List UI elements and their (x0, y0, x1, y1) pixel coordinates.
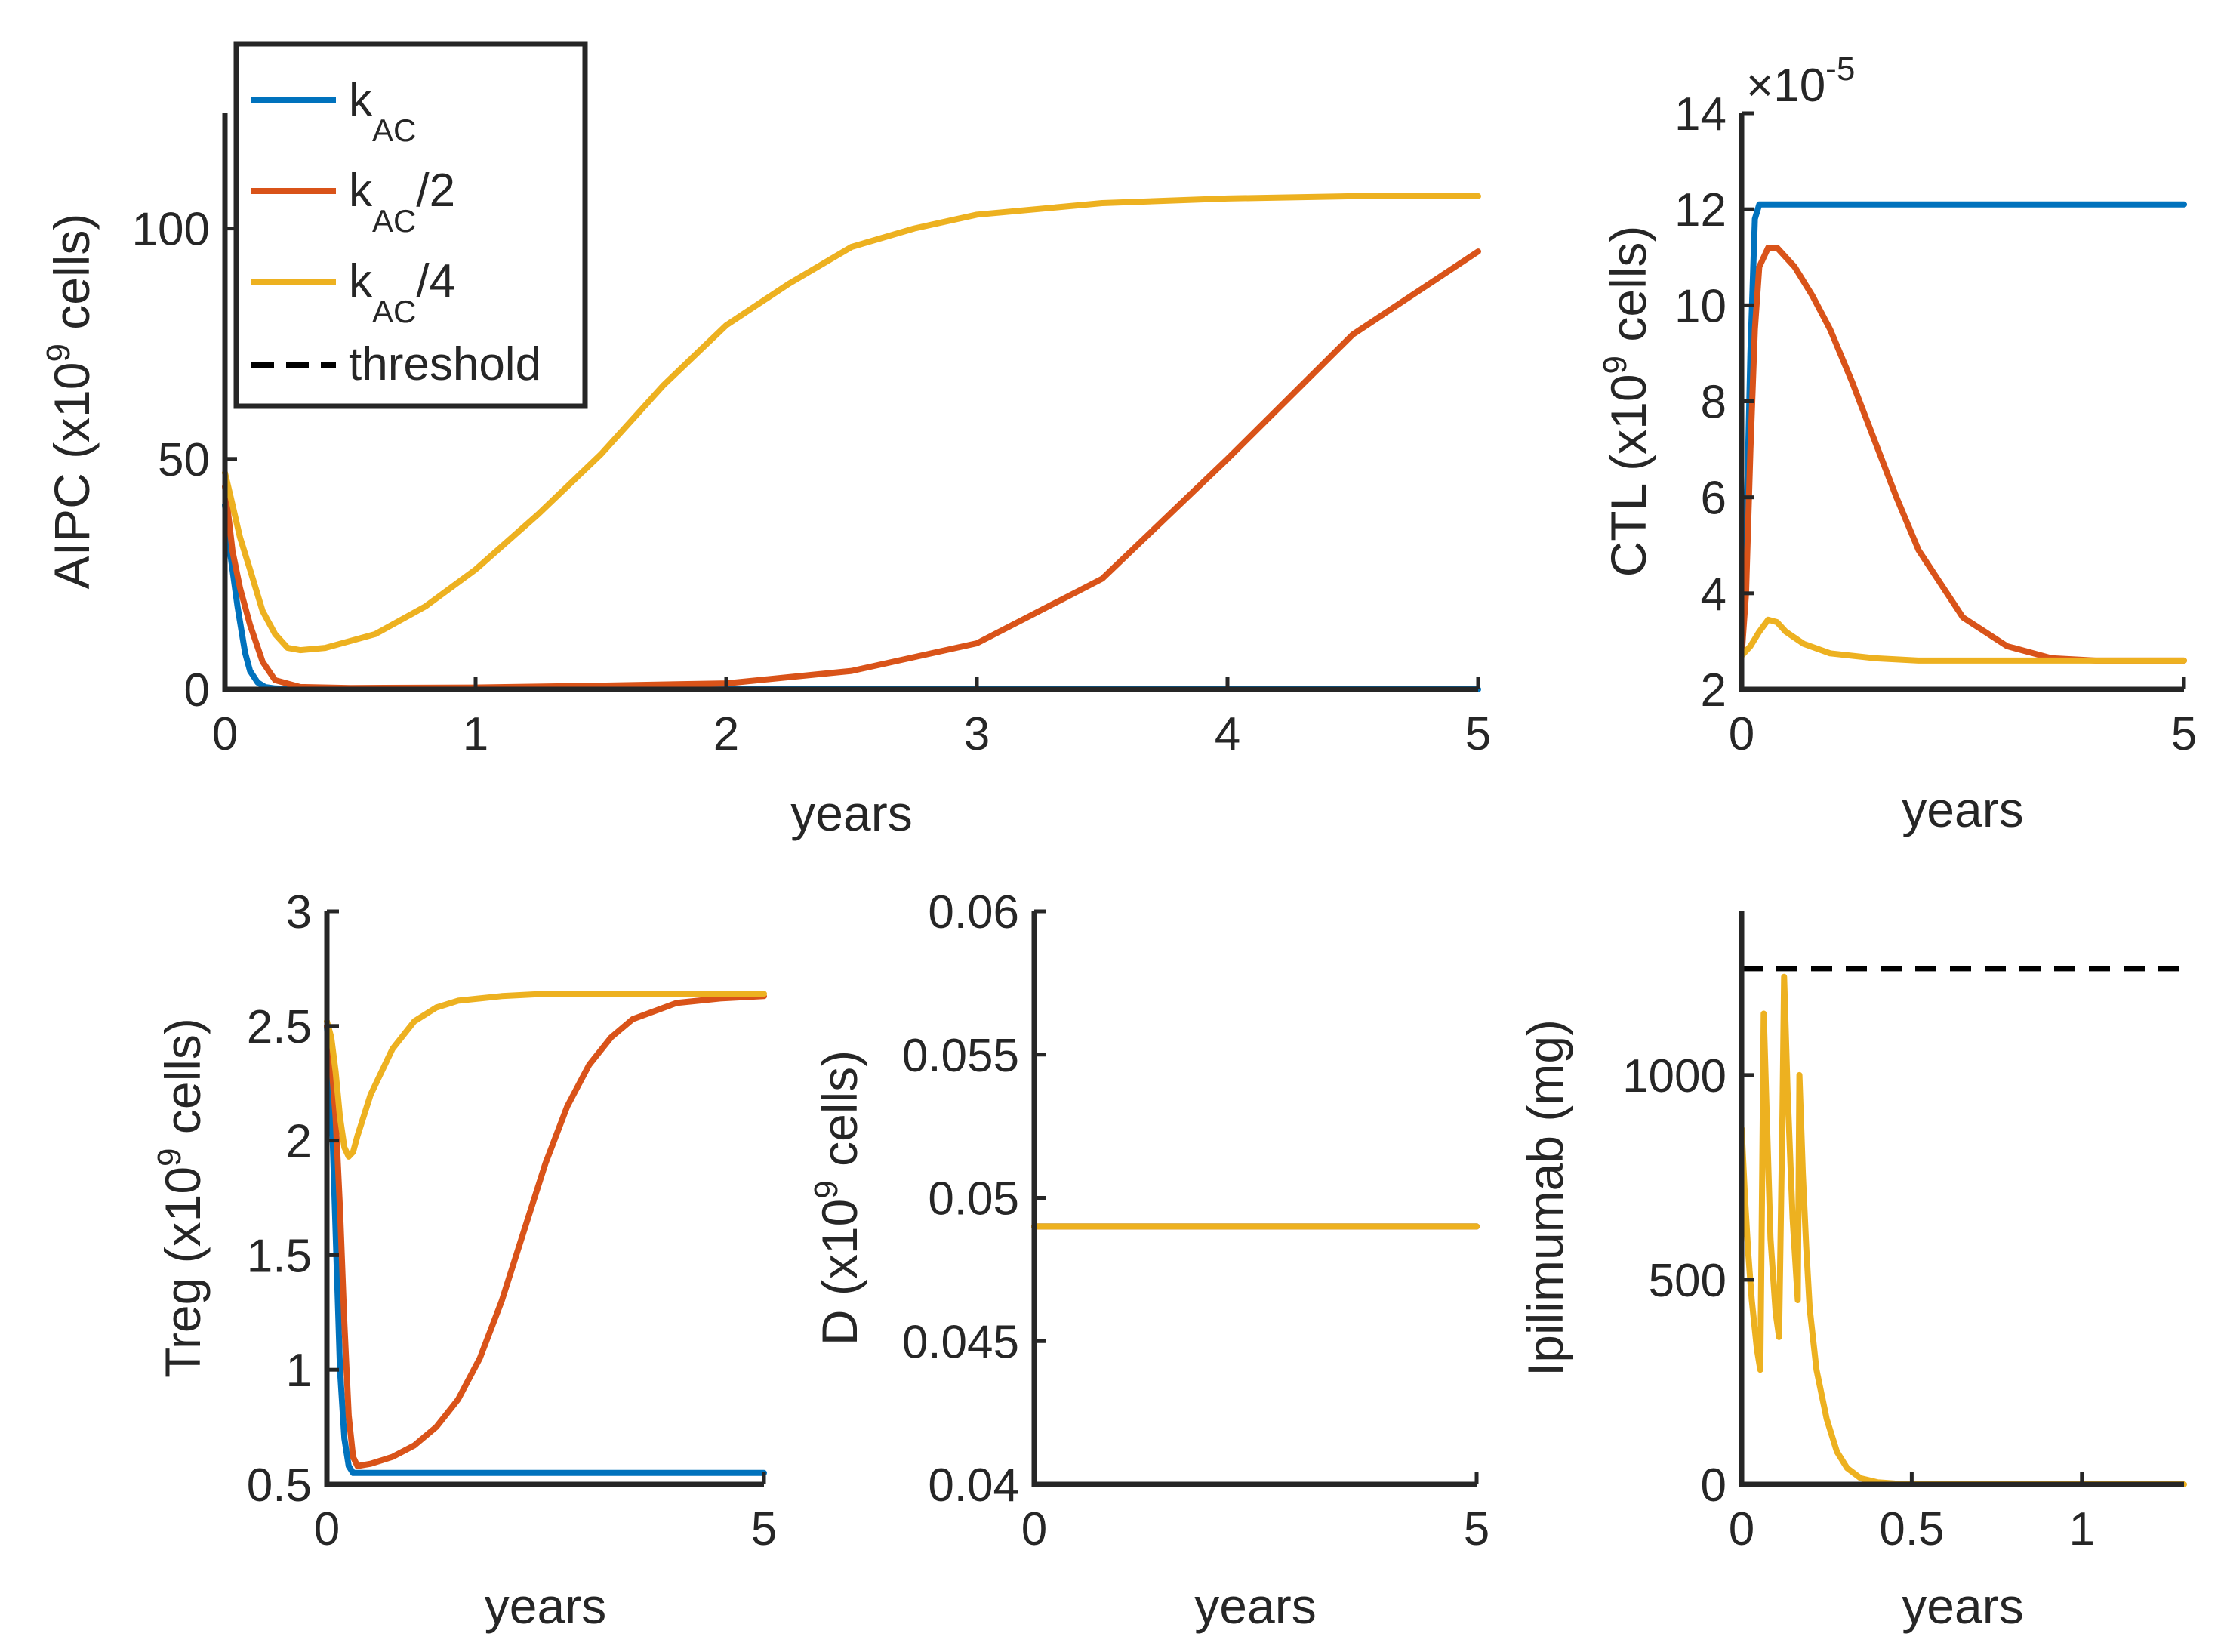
y-tick-label: 3 (286, 886, 312, 938)
x-axis-label: years (790, 785, 912, 841)
series-line-kac (222, 501, 1481, 692)
x-tick-label: 1 (2069, 1503, 2095, 1555)
y-tick-label: 100 (132, 204, 210, 256)
legend-label-kac2: kAC/2 (349, 165, 455, 239)
series-line-kac4 (222, 193, 1481, 654)
y-tick-label: 4 (1701, 569, 1727, 621)
y-axis-label: AIPC (x109 cells) (40, 214, 100, 590)
y-tick-label: 0.5 (247, 1459, 312, 1512)
x-tick-label: 5 (1464, 1503, 1489, 1555)
series-line-kac (324, 1022, 767, 1476)
y-axis-label: D (x109 cells) (808, 1050, 867, 1345)
y-tick-label: 0.04 (928, 1459, 1019, 1512)
y-tick-label: 50 (158, 434, 210, 486)
y-tick-label: 500 (1649, 1255, 1727, 1307)
y-tick-label: 2 (286, 1116, 312, 1168)
chart-ctl: 0 5 2 4 6 8 10 12 14 years CTL (x109 cells) ×10-5 (1597, 51, 2197, 837)
x-axis-label: years (1194, 1578, 1316, 1634)
y-tick-label: 0 (184, 664, 210, 717)
y-axis-label: Ipilimumab (mg) (1517, 1019, 1573, 1376)
x-tick-label: 3 (964, 708, 990, 760)
x-tick-label: 0 (1729, 708, 1754, 760)
y-tick-label: 1 (286, 1345, 312, 1397)
x-tick-label: 1 (463, 708, 488, 760)
y-tick-label: 2 (1701, 664, 1727, 717)
legend-label-kac: kAC (349, 74, 416, 148)
x-tick-label: 0 (1021, 1503, 1047, 1555)
x-tick-label: 0 (314, 1503, 340, 1555)
chart-ipi: 0 0.5 1 0 500 1000 years Ipilimumab (mg) (1517, 911, 2187, 1634)
x-axis-label: years (1902, 1578, 2023, 1634)
series-line-kac4 (1739, 973, 2187, 1487)
y-tick-label: 10 (1674, 280, 1727, 332)
chart-treg: 0 5 0.5 1 1.5 2 2.5 3 years Treg (x109 cells) (151, 886, 777, 1634)
x-tick-label: 5 (1465, 708, 1491, 760)
legend: kAC kAC/2 kAC/4 threshold (233, 41, 588, 409)
y-tick-label: 14 (1674, 88, 1727, 140)
legend-label-kac4: kAC/4 (349, 255, 455, 329)
y-axis-label: Treg (x109 cells) (151, 1018, 211, 1378)
y-axis-label: CTL (x109 cells) (1597, 226, 1656, 578)
legend-box (233, 41, 588, 409)
x-tick-label: 5 (751, 1503, 777, 1555)
x-tick-label: 0 (212, 708, 238, 760)
y-tick-label: 0.055 (902, 1030, 1019, 1082)
y-tick-label: 6 (1701, 473, 1727, 525)
series-line-kac (1739, 201, 2187, 659)
y-tick-label: 0.05 (928, 1173, 1019, 1225)
chart-d: 0 5 0.04 0.045 0.05 0.055 0.06 years D (x109 cel… (808, 886, 1489, 1634)
y-tick-label: 1.5 (247, 1230, 312, 1282)
x-tick-label: 4 (1215, 708, 1240, 760)
x-axis-label: years (485, 1578, 606, 1634)
y-tick-label: 2.5 (247, 1001, 312, 1053)
y-tick-label: 8 (1701, 377, 1727, 429)
legend-label-threshold: threshold (349, 338, 541, 390)
x-tick-label: 2 (713, 708, 739, 760)
series-line-kac4 (1739, 616, 2187, 664)
x-axis-label: years (1902, 781, 2023, 837)
x-tick-label: 0 (1729, 1503, 1754, 1555)
y-tick-label: 1000 (1622, 1050, 1727, 1102)
series-line-kac2 (1739, 245, 2187, 664)
series-line-kac4 (324, 991, 767, 1160)
series-line-kac2 (324, 993, 767, 1469)
y-tick-label: 12 (1674, 184, 1727, 236)
x-tick-label: 0.5 (1879, 1503, 1944, 1555)
y-tick-label: 0.06 (928, 886, 1019, 938)
axis-multiplier: ×10-5 (1746, 51, 1855, 112)
y-tick-label: 0.045 (902, 1316, 1019, 1368)
x-tick-label: 5 (2171, 708, 2197, 760)
y-tick-label: 0 (1701, 1459, 1727, 1512)
